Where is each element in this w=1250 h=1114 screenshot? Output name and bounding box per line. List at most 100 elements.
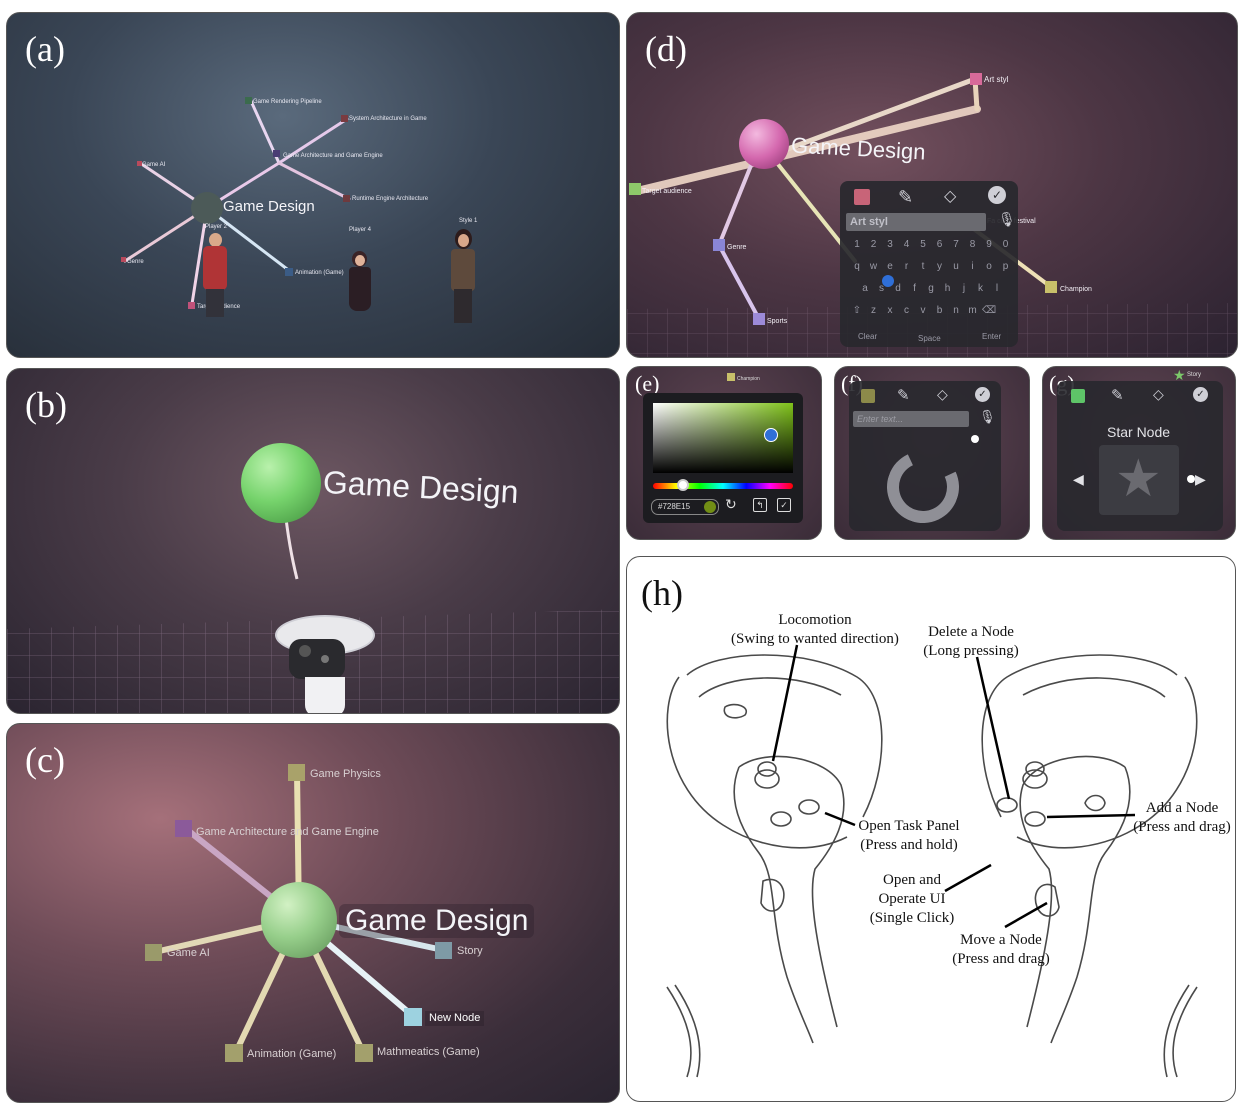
- hue-slider-handle[interactable]: [677, 479, 689, 491]
- mindmap-node[interactable]: [970, 73, 982, 85]
- shapes-icon[interactable]: ◇: [937, 386, 948, 402]
- color-picker-handle[interactable]: [764, 428, 778, 442]
- keyboard-key[interactable]: 6: [936, 239, 943, 250]
- mindmap-node[interactable]: [753, 313, 765, 325]
- keyboard-key[interactable]: 9: [986, 239, 992, 250]
- mindmap-node[interactable]: [629, 183, 641, 195]
- keyboard-key[interactable]: m: [968, 305, 977, 316]
- mindmap-node[interactable]: [341, 115, 348, 122]
- task-panel[interactable]: ✎ ◇ ✓ Star Node ★ ◀ ▶: [1057, 381, 1223, 531]
- keyboard-key[interactable]: 4: [903, 239, 910, 250]
- color-swatch-button[interactable]: [861, 389, 875, 403]
- keyboard-key[interactable]: 5: [920, 239, 926, 250]
- microphone-icon[interactable]: 🎙: [998, 211, 1016, 227]
- color-picker-panel[interactable]: #728E15 ↻ ↰ ✓: [643, 393, 803, 523]
- check-icon[interactable]: ✓: [988, 186, 1006, 204]
- undo-icon[interactable]: ↰: [753, 498, 767, 512]
- keyboard-key[interactable]: ⌫: [982, 305, 997, 316]
- keyboard-key[interactable]: ⇧: [852, 305, 862, 316]
- keyboard-key[interactable]: q: [854, 261, 860, 272]
- edit-icon[interactable]: ✎: [897, 387, 910, 404]
- mindmap-node[interactable]: [435, 942, 452, 959]
- mindmap-node[interactable]: [273, 150, 280, 157]
- keyboard-key[interactable]: y: [937, 261, 942, 272]
- color-swatch-button[interactable]: [1071, 389, 1085, 403]
- keyboard-key[interactable]: x: [887, 305, 893, 316]
- mindmap-node[interactable]: [225, 1044, 243, 1062]
- keyboard-key[interactable]: n: [953, 305, 959, 316]
- enter-key[interactable]: Enter: [982, 332, 1002, 341]
- keyboard-key[interactable]: d: [895, 283, 901, 294]
- mindmap-node[interactable]: [137, 161, 142, 166]
- keyboard-key[interactable]: o: [986, 261, 992, 272]
- keyboard-key[interactable]: g: [928, 283, 934, 294]
- root-node-title[interactable]: Game Design: [223, 198, 315, 215]
- mindmap-node[interactable]: [121, 257, 126, 262]
- keyboard-key[interactable]: 8: [969, 239, 976, 250]
- edit-icon[interactable]: ✎: [898, 187, 914, 207]
- keyboard-key[interactable]: f: [913, 283, 916, 294]
- mindmap-node[interactable]: [404, 1008, 422, 1026]
- keyboard-key[interactable]: u: [953, 261, 959, 272]
- player-label: Style 1: [459, 218, 478, 224]
- confirm-icon[interactable]: ✓: [777, 498, 791, 512]
- keyboard-key[interactable]: 2: [870, 239, 877, 250]
- keyboard-key[interactable]: b: [936, 305, 943, 316]
- microphone-icon[interactable]: 🎙: [979, 409, 996, 424]
- keyboard-key[interactable]: v: [920, 305, 926, 316]
- keyboard-key[interactable]: c: [904, 305, 909, 316]
- keyboard-key[interactable]: i: [971, 261, 974, 272]
- mindmap-node[interactable]: [343, 195, 350, 202]
- mindmap-node[interactable]: [355, 1044, 373, 1062]
- root-node-sphere[interactable]: [739, 119, 789, 169]
- keyboard-key[interactable]: e: [887, 261, 893, 272]
- check-icon[interactable]: ✓: [975, 387, 990, 402]
- color-swatch-button[interactable]: [854, 189, 870, 205]
- mindmap-node[interactable]: [1045, 281, 1057, 293]
- keyboard-key[interactable]: z: [871, 305, 876, 316]
- keyboard-key[interactable]: l: [995, 283, 999, 294]
- edit-icon[interactable]: ✎: [1111, 387, 1124, 404]
- text-input[interactable]: Enter text...: [853, 411, 969, 427]
- mindmap-node[interactable]: [285, 268, 293, 276]
- keyboard-key[interactable]: w: [869, 261, 878, 272]
- keyboard-key[interactable]: 0: [1002, 239, 1009, 250]
- hue-slider[interactable]: [653, 483, 793, 489]
- keyboard-key[interactable]: r: [904, 261, 909, 272]
- shapes-icon[interactable]: ◇: [1153, 386, 1164, 402]
- keyboard-key[interactable]: a: [862, 283, 868, 294]
- check-icon[interactable]: ✓: [1193, 387, 1208, 402]
- keyboard-key[interactable]: j: [962, 283, 966, 294]
- player-label: Player 2: [205, 224, 228, 230]
- keyboard-key[interactable]: 3: [887, 239, 893, 250]
- space-key[interactable]: Space: [918, 334, 941, 343]
- root-node-sphere[interactable]: [261, 882, 337, 958]
- mindmap-node[interactable]: [188, 302, 195, 309]
- arrow-right-icon[interactable]: ▶: [1195, 471, 1206, 487]
- keyboard-key[interactable]: 1: [854, 239, 860, 250]
- arrow-left-icon[interactable]: ◀: [1073, 471, 1084, 487]
- text-input[interactable]: Art styl: [846, 213, 986, 231]
- shapes-icon[interactable]: ◇: [944, 188, 957, 205]
- keyboard-key[interactable]: t: [921, 261, 925, 272]
- keyboard-key[interactable]: 7: [953, 239, 959, 250]
- keyboard-key[interactable]: k: [978, 283, 983, 294]
- keyboard-key[interactable]: h: [944, 283, 951, 294]
- reset-icon[interactable]: ↻: [725, 496, 737, 512]
- keyboard[interactable]: 1 2 3 4 5 6 7 8 9 0 q w e r t y u i o p a s d f g h j k l ⇧ z x c v b n m ⌫: [844, 237, 1014, 343]
- mindmap-node[interactable]: [713, 239, 725, 251]
- mindmap-node[interactable]: [145, 944, 162, 961]
- star-node[interactable]: ★: [1173, 367, 1186, 383]
- root-node-sphere[interactable]: [241, 443, 321, 523]
- node-label: Game Physics: [310, 768, 381, 780]
- task-panel[interactable]: ✎ ◇ ✓ Enter text... 🎙: [849, 381, 1001, 534]
- mindmap-node[interactable]: [727, 373, 735, 381]
- keyboard-key[interactable]: p: [1002, 261, 1009, 272]
- hex-input[interactable]: #728E15: [651, 499, 719, 515]
- mindmap-node[interactable]: [288, 764, 305, 781]
- mindmap-node[interactable]: [175, 820, 192, 837]
- keyboard-key[interactable]: s: [879, 283, 884, 294]
- clear-key[interactable]: Clear: [858, 332, 878, 341]
- mindmap-node[interactable]: [245, 97, 252, 104]
